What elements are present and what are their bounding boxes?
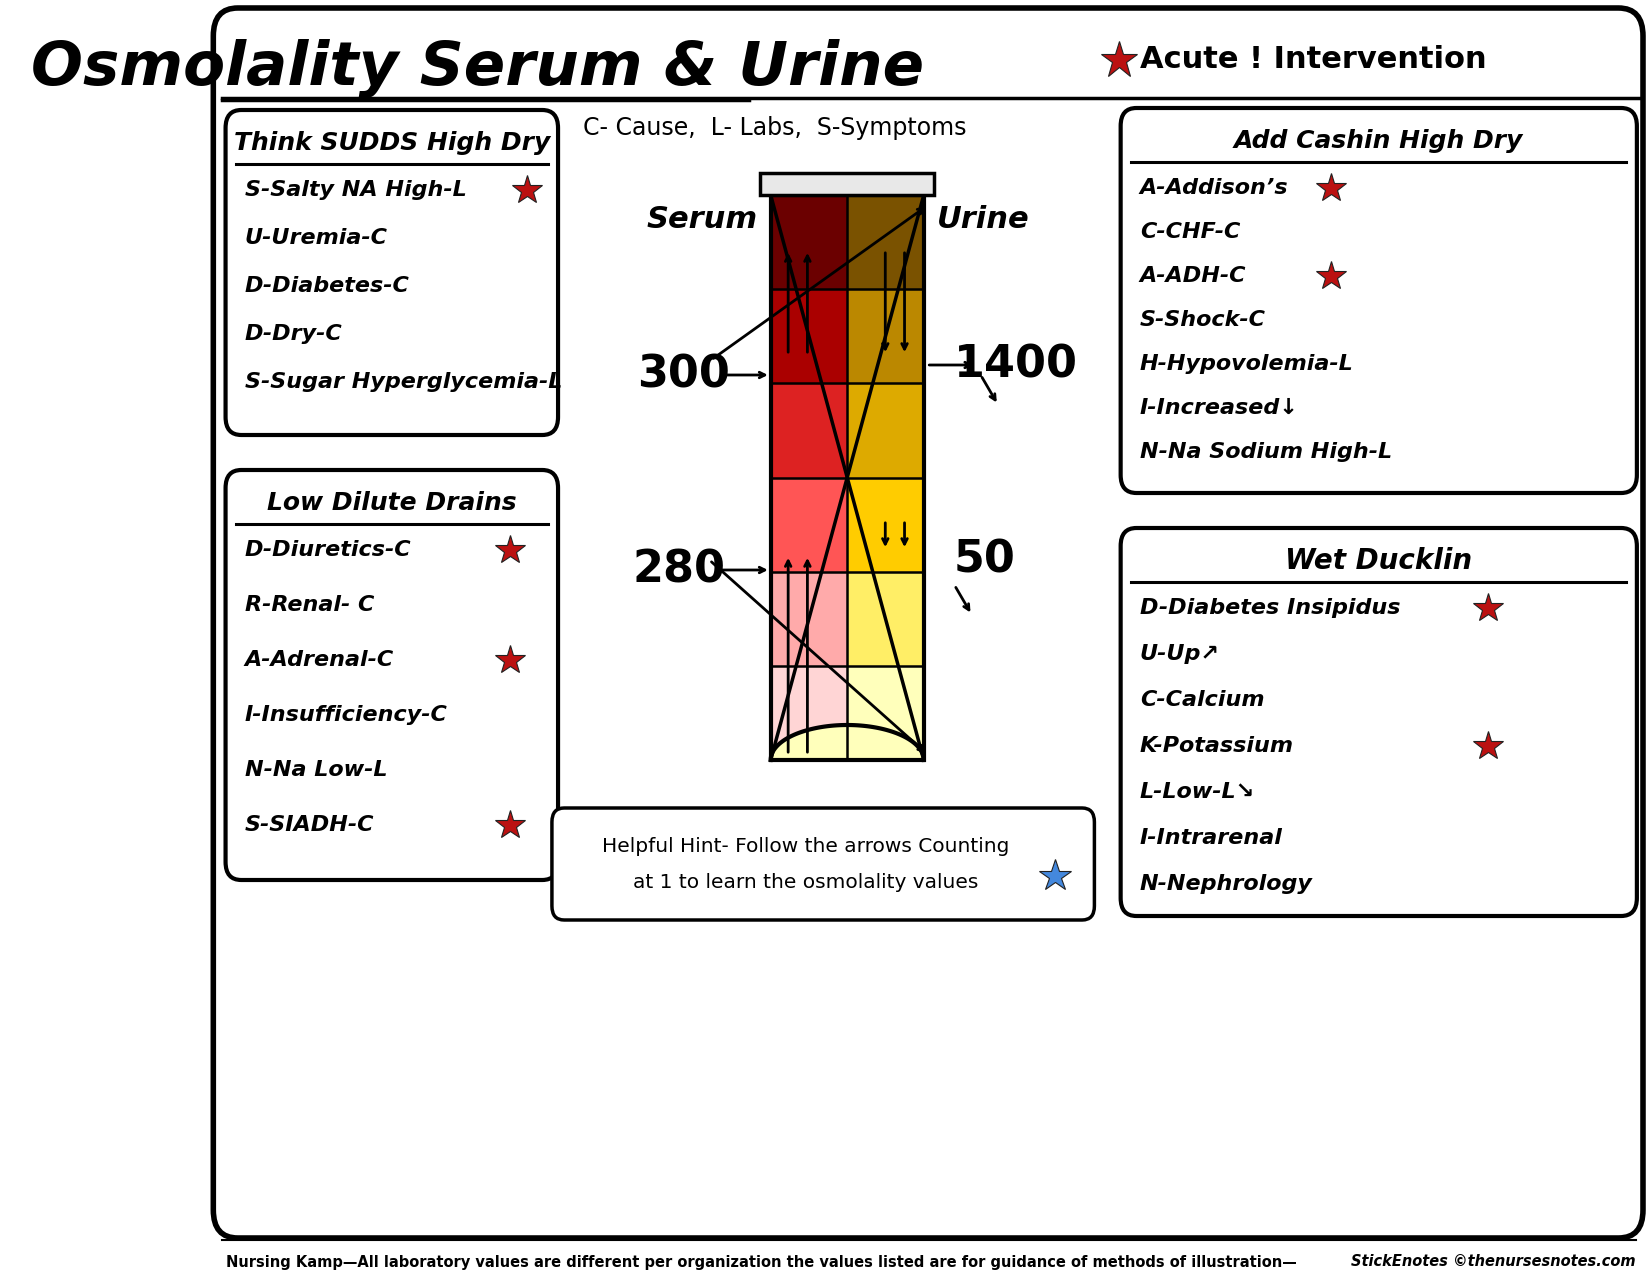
Text: U-Up↗: U-Up↗	[1140, 644, 1219, 664]
Text: StickEnotes ©thenursesnotes.com: StickEnotes ©thenursesnotes.com	[1351, 1255, 1637, 1270]
Bar	[846, 666, 924, 760]
Text: Osmolality Serum & Urine: Osmolality Serum & Urine	[31, 38, 924, 97]
Text: H-Hypovolemia-L: H-Hypovolemia-L	[1140, 354, 1353, 374]
Bar	[846, 571, 924, 666]
Bar	[846, 289, 924, 384]
Text: Low Dilute Drains: Low Dilute Drains	[267, 491, 516, 515]
Text: I-Insufficiency-C: I-Insufficiency-C	[244, 705, 447, 725]
Text: Helpful Hint- Follow the arrows Counting: Helpful Hint- Follow the arrows Counting	[602, 836, 1010, 856]
Text: U-Uremia-C: U-Uremia-C	[244, 228, 388, 249]
Bar	[771, 195, 924, 760]
Text: D-Dry-C: D-Dry-C	[244, 324, 343, 344]
Text: S-Sugar Hyperglycemia-L: S-Sugar Hyperglycemia-L	[244, 372, 563, 391]
Text: Nursing Kamp—All laboratory values are different per organization the values lis: Nursing Kamp—All laboratory values are d…	[226, 1255, 1297, 1270]
Text: S-SIADH-C: S-SIADH-C	[244, 815, 375, 835]
Bar	[771, 666, 846, 760]
Text: Add Cashin High Dry: Add Cashin High Dry	[1234, 129, 1523, 153]
Text: D-Diuretics-C: D-Diuretics-C	[244, 541, 411, 560]
Bar	[846, 195, 924, 289]
Text: I-Increased↓: I-Increased↓	[1140, 398, 1299, 418]
FancyBboxPatch shape	[551, 808, 1094, 921]
Text: Serum: Serum	[647, 205, 757, 235]
Text: K-Potassium: K-Potassium	[1140, 736, 1294, 756]
FancyBboxPatch shape	[1120, 528, 1637, 915]
Text: D-Diabetes Insipidus: D-Diabetes Insipidus	[1140, 598, 1401, 618]
Text: 280: 280	[632, 548, 726, 592]
FancyBboxPatch shape	[213, 8, 1643, 1238]
Text: S-Salty NA High-L: S-Salty NA High-L	[244, 180, 467, 200]
Text: C-CHF-C: C-CHF-C	[1140, 222, 1241, 242]
Bar	[761, 173, 934, 195]
Text: C- Cause,  L- Labs,  S-Symptoms: C- Cause, L- Labs, S-Symptoms	[584, 116, 967, 140]
Text: S-Shock-C: S-Shock-C	[1140, 310, 1266, 330]
FancyBboxPatch shape	[1120, 108, 1637, 493]
Text: 300: 300	[637, 353, 729, 397]
FancyBboxPatch shape	[226, 470, 558, 880]
Text: N-Nephrology: N-Nephrology	[1140, 873, 1313, 894]
Text: C-Calcium: C-Calcium	[1140, 690, 1264, 710]
Text: A-Addison’s: A-Addison’s	[1140, 179, 1289, 198]
Text: I-Intrarenal: I-Intrarenal	[1140, 827, 1282, 848]
Text: 50: 50	[954, 538, 1016, 581]
Bar	[846, 384, 924, 478]
Bar	[771, 195, 846, 289]
Bar	[846, 478, 924, 571]
Text: Think SUDDS High Dry: Think SUDDS High Dry	[234, 131, 549, 156]
Text: A-Adrenal-C: A-Adrenal-C	[244, 650, 394, 669]
Bar	[771, 289, 846, 384]
Text: R-Renal- C: R-Renal- C	[244, 595, 375, 615]
Polygon shape	[771, 725, 924, 760]
Bar	[771, 478, 846, 571]
Text: 1400: 1400	[954, 343, 1077, 386]
Text: N-Na Sodium High-L: N-Na Sodium High-L	[1140, 442, 1393, 462]
FancyBboxPatch shape	[226, 110, 558, 435]
Text: at 1 to learn the osmolality values: at 1 to learn the osmolality values	[634, 872, 978, 891]
Text: L-Low-L↘: L-Low-L↘	[1140, 782, 1256, 802]
Text: Acute ! Intervention: Acute ! Intervention	[1140, 46, 1487, 74]
Bar	[771, 571, 846, 666]
Text: A-ADH-C: A-ADH-C	[1140, 266, 1246, 286]
Text: N-Na Low-L: N-Na Low-L	[244, 760, 388, 780]
Text: Urine: Urine	[937, 205, 1030, 235]
Bar	[771, 384, 846, 478]
Text: D-Diabetes-C: D-Diabetes-C	[244, 275, 409, 296]
Text: Wet Ducklin: Wet Ducklin	[1285, 547, 1472, 575]
